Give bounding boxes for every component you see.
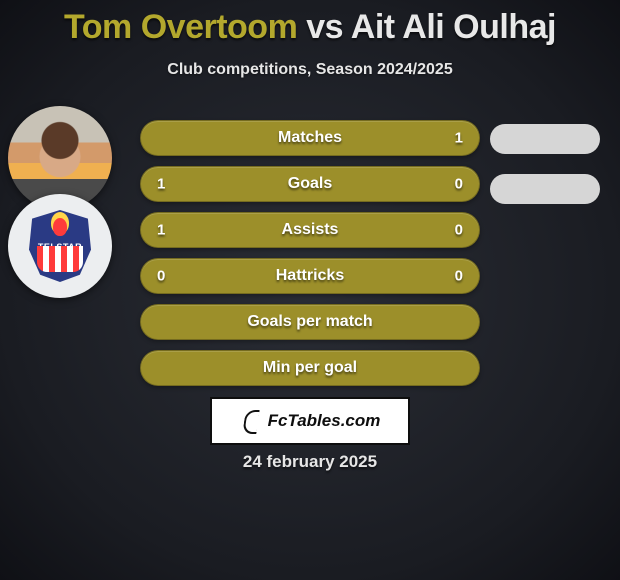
- club-name-label: TELSTAR: [38, 242, 82, 252]
- player2-name: Ait Ali Oulhaj: [351, 8, 556, 46]
- player1-name: Tom Overtoom: [64, 8, 297, 46]
- stat-right-value: 1: [455, 130, 463, 147]
- subtitle: Club competitions, Season 2024/2025: [0, 61, 620, 79]
- stat-right-value: 0: [455, 176, 463, 193]
- stat-left-value: 1: [157, 176, 165, 193]
- right-pill-1: [490, 124, 600, 154]
- stat-label: Goals: [288, 175, 332, 193]
- stat-label: Hattricks: [276, 267, 344, 285]
- stat-row-assists: 1 Assists 0: [140, 212, 480, 248]
- player2-club-avatar: TELSTAR: [8, 194, 112, 298]
- stat-row-min-per-goal: Min per goal: [140, 350, 480, 386]
- brand-label: FcTables.com: [268, 411, 381, 431]
- right-pill-2: [490, 174, 600, 204]
- stat-left-value: 1: [157, 222, 165, 239]
- stat-label: Assists: [282, 221, 339, 239]
- stat-bars: Matches 1 1 Goals 0 1 Assists 0 0 Hattri…: [140, 120, 480, 396]
- stat-row-goals-per-match: Goals per match: [140, 304, 480, 340]
- stat-row-goals: 1 Goals 0: [140, 166, 480, 202]
- stat-left-value: 0: [157, 268, 165, 285]
- club-shield-icon: TELSTAR: [29, 210, 91, 282]
- vs-label: vs: [306, 8, 343, 46]
- stat-row-hattricks: 0 Hattricks 0: [140, 258, 480, 294]
- footer-date: 24 february 2025: [0, 452, 620, 472]
- brand-box: FcTables.com: [210, 397, 410, 445]
- stat-row-matches: Matches 1: [140, 120, 480, 156]
- stat-label: Goals per match: [247, 313, 372, 331]
- stat-right-value: 0: [455, 222, 463, 239]
- page-title: Tom Overtoom vs Ait Ali Oulhaj: [0, 0, 620, 47]
- stat-label: Min per goal: [263, 359, 357, 377]
- stat-label: Matches: [278, 129, 342, 147]
- brand-logo-icon: [240, 410, 262, 432]
- avatar-stack: TELSTAR: [8, 106, 112, 282]
- stat-right-value: 0: [455, 268, 463, 285]
